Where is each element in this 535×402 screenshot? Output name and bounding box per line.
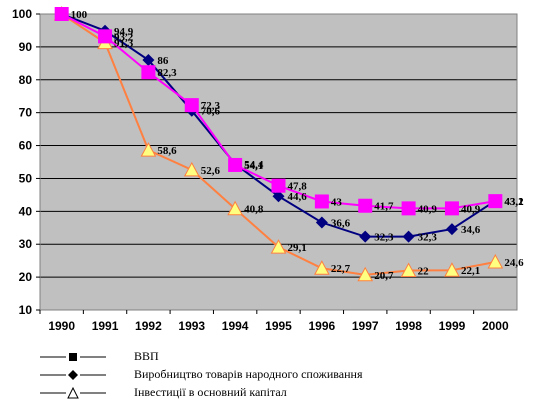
legend-entry-1: ВВП	[40, 348, 510, 365]
data-point-triangle	[357, 266, 374, 282]
data-point-square	[98, 29, 113, 44]
data-point-diamond	[402, 230, 415, 243]
x-tick-label: 1997	[352, 319, 379, 333]
data-label: 47,8	[288, 181, 308, 193]
y-tick-label: 60	[19, 139, 33, 153]
data-point-triangle	[487, 253, 504, 269]
x-tick-label: 1991	[92, 319, 119, 333]
data-label: 91,3	[114, 38, 134, 50]
data-point-square	[271, 178, 286, 193]
y-tick-label: 100	[12, 7, 32, 21]
plot-area	[40, 14, 517, 310]
plot-border	[39, 13, 518, 311]
data-label: 40,9	[418, 203, 438, 215]
data-point-diamond	[272, 190, 285, 203]
y-tick-label: 10	[19, 303, 33, 317]
x-tick-label: 1998	[395, 319, 422, 333]
data-point-square	[444, 201, 459, 216]
data-label: 20,7	[374, 270, 394, 282]
x-axis-ticks: 1990 1991 1992 1993 1994 1995 1996 1997 1998 1999…	[39, 310, 509, 333]
data-point-triangle	[140, 142, 157, 157]
y-axis-ticks: 10 20 30 40 50 60 70 80 90 100	[12, 7, 40, 317]
data-label: 54,1	[244, 160, 263, 172]
data-label: 94,9	[114, 26, 134, 38]
data-label: 52,6	[201, 165, 221, 177]
data-label: 86	[157, 55, 169, 67]
data-point-triangle	[183, 161, 200, 177]
data-label: 32,3	[418, 232, 438, 244]
data-label: 22,1	[461, 265, 480, 277]
data-label: 41,7	[374, 201, 394, 213]
x-tick-label: 1992	[135, 319, 162, 333]
x-tick-label: 1990	[48, 319, 75, 333]
x-tick-label: 1996	[309, 319, 336, 333]
legend-label-1: ВВП	[134, 349, 159, 363]
data-point-square	[488, 194, 503, 209]
x-tick-label: 1995	[265, 319, 292, 333]
data-point-square	[141, 65, 156, 80]
data-point-square	[401, 201, 416, 216]
data-point-square	[184, 98, 199, 113]
data-label: 72,3	[201, 100, 221, 112]
x-tick-label: 1994	[222, 319, 249, 333]
data-label: 40,9	[461, 203, 481, 215]
data-label: 58,6	[157, 145, 177, 157]
data-label: 34,6	[461, 224, 481, 236]
data-point-triangle	[444, 262, 460, 277]
x-tick-label: 1993	[178, 319, 205, 333]
data-label: 93,2	[114, 31, 134, 43]
y-tick-label: 30	[19, 237, 33, 251]
data-point-triangle	[227, 200, 243, 216]
y-tick-label: 90	[19, 40, 33, 54]
data-label: 22	[418, 266, 430, 278]
data-label: 82,3	[157, 67, 177, 79]
legend-label-3: Інвестиції в основний капітал	[134, 385, 287, 399]
data-point-diamond	[315, 216, 328, 229]
data-label: 44,6	[288, 191, 308, 203]
series-markers	[53, 5, 504, 282]
x-tick-label: 1999	[439, 319, 466, 333]
x-tick-label: 2000	[482, 319, 509, 333]
data-point-square	[54, 7, 69, 21]
legend-entry-3: Інвестиції в основний капітал	[40, 384, 510, 401]
data-label: 40,8	[244, 204, 264, 216]
legend-diamond-marker-icon	[40, 369, 106, 380]
data-label: 43,1	[504, 196, 523, 208]
y-tick-label: 40	[19, 204, 33, 218]
data-point-triangle	[270, 239, 287, 254]
y-tick-label: 70	[19, 106, 33, 120]
data-point-triangle	[400, 262, 417, 278]
legend-label-2: Виробництво товарів народного споживання	[134, 367, 363, 381]
data-label: 100	[71, 9, 88, 21]
y-tick-label: 20	[19, 270, 33, 284]
y-tick-label: 80	[19, 73, 33, 87]
data-label: 22,7	[331, 263, 351, 275]
data-label: 70,6	[201, 106, 221, 118]
data-point-square	[358, 198, 373, 213]
data-labels: 100 94,9 86 70,6 54,4 44,6 36,6 32,3 32,3 34,6 43,…	[71, 9, 524, 282]
data-label: 24,6	[504, 257, 524, 269]
data-point-diamond	[445, 223, 458, 236]
y-tick-label: 50	[19, 171, 33, 185]
data-label: 43	[331, 196, 343, 208]
data-label: 29,1	[288, 242, 307, 254]
data-label: 36,6	[331, 218, 351, 230]
data-label: 32,3	[374, 232, 394, 244]
legend-entry-2: Виробництво товарів народного споживання	[40, 366, 510, 383]
data-point-diamond	[359, 230, 372, 243]
data-point-square	[314, 194, 329, 209]
data-point-diamond	[142, 54, 155, 67]
legend-square-marker-icon	[40, 352, 106, 361]
data-label: 43,2	[504, 196, 524, 208]
legend: ВВП Виробництво товарів народного спожив…	[40, 348, 510, 402]
legend-triangle-marker-icon	[40, 386, 106, 398]
data-point-square	[228, 157, 243, 172]
data-point-triangle	[314, 260, 330, 275]
data-label: 54,4	[244, 159, 264, 171]
